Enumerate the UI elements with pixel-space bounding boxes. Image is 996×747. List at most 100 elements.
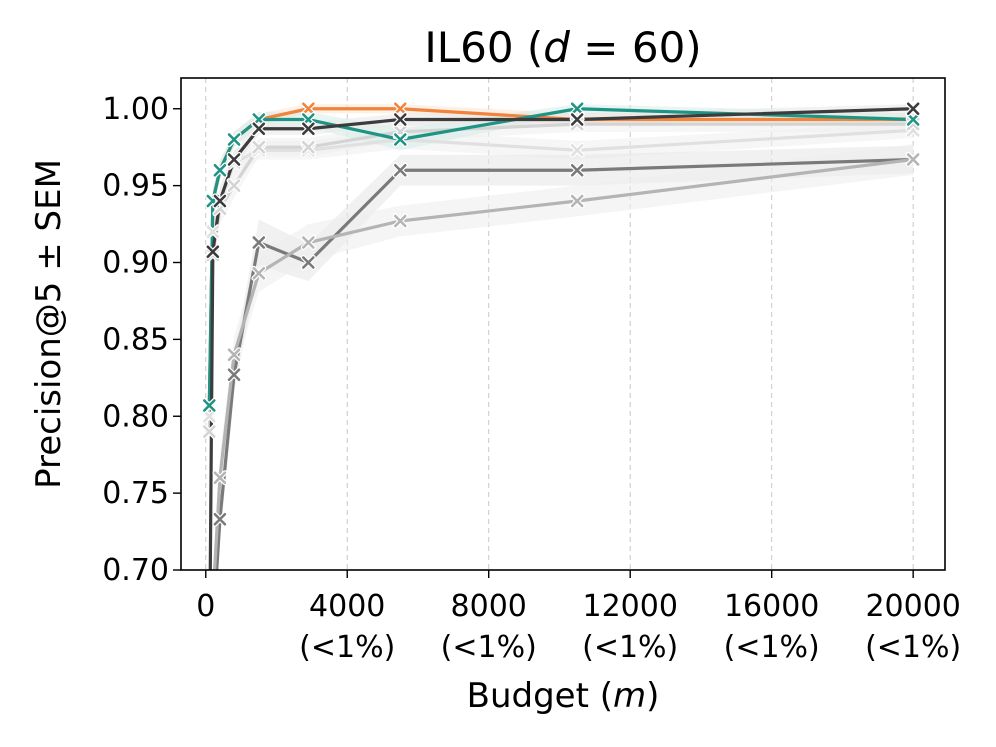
marker-cross: [393, 214, 407, 228]
marker-cross: [393, 102, 407, 116]
marker-halo: [204, 688, 214, 698]
data-point-light-gray-b: [226, 178, 242, 194]
marker-cross: [204, 719, 214, 729]
data-point-gray: [569, 162, 585, 178]
data-point-silver: [251, 265, 267, 281]
axis-ticks: 0 4000 (<1%) 8000 (<1%) 12000 (<1%) 16000 (<1%) 2…: [102, 92, 961, 665]
data-point-light-gray-a: [205, 224, 221, 240]
marker-cross: [213, 512, 227, 526]
marker-cross: [202, 409, 216, 423]
series-markers: [201, 101, 921, 729]
data-point-silver: [204, 719, 214, 729]
data-point-light-gray-b: [201, 424, 217, 440]
data-point-teal: [201, 397, 217, 413]
data-point-gray: [208, 627, 218, 637]
x-tick-sublabel: (<1%): [441, 630, 537, 665]
data-point-gray: [392, 162, 408, 178]
marker-cross: [252, 266, 266, 280]
marker-cross: [252, 236, 266, 249]
marker-cross: [302, 122, 315, 136]
data-point-silver: [300, 235, 316, 251]
data-point-dark: [205, 244, 221, 260]
marker-halo: [204, 719, 214, 729]
marker-cross: [906, 113, 920, 126]
data-point-teal: [392, 132, 408, 147]
x-tick-label: 4000: [309, 589, 385, 624]
marker-cross: [227, 179, 241, 192]
y-tick-label: 0.90: [102, 246, 169, 281]
marker-cross: [570, 102, 584, 116]
marker-cross: [208, 627, 218, 637]
x-tick-label: 16000: [724, 589, 819, 624]
data-point-orange: [392, 101, 408, 117]
x-axis-label: Budget (m): [467, 676, 660, 716]
data-point-gray: [251, 235, 267, 251]
y-tick-label: 0.80: [102, 399, 169, 434]
marker-cross: [302, 236, 315, 249]
data-point-dark: [392, 112, 408, 128]
data-point-teal: [226, 132, 242, 147]
data-point-dark: [905, 101, 921, 117]
marker-cross: [213, 163, 227, 177]
data-point-teal: [905, 112, 921, 128]
marker-cross: [570, 113, 584, 126]
marker-cross: [393, 133, 407, 146]
marker-cross: [202, 399, 216, 412]
chart-title: IL60 (d = 60): [424, 23, 701, 72]
marker-cross: [227, 133, 241, 146]
data-point-gray: [204, 719, 214, 729]
marker-cross: [213, 471, 227, 485]
data-point-gray: [300, 255, 316, 270]
data-point-dark: [569, 112, 585, 128]
marker-cross: [570, 143, 584, 157]
marker-cross: [393, 113, 407, 126]
marker-cross: [206, 245, 220, 259]
data-point-light-gray-a: [201, 408, 217, 424]
data-point-silver: [905, 151, 921, 167]
marker-cross: [213, 194, 227, 208]
x-tick-sublabel: (<1%): [865, 630, 961, 665]
marker-cross: [906, 153, 920, 166]
data-point-dark: [204, 688, 214, 698]
data-point-light-gray-a: [569, 142, 585, 158]
x-tick-sublabel: (<1%): [299, 630, 395, 665]
plot-frame: [180, 77, 946, 571]
data-point-teal: [212, 162, 228, 178]
data-point-dark: [300, 121, 316, 137]
marker-cross: [393, 163, 407, 177]
marker-cross: [206, 225, 220, 239]
marker-halo: [208, 627, 218, 637]
marker-cross: [302, 140, 315, 154]
marker-cross: [204, 688, 214, 698]
data-point-silver: [569, 193, 585, 209]
data-point-silver: [226, 347, 242, 363]
x-tick-sublabel: (<1%): [582, 630, 678, 665]
data-point-dark: [212, 193, 228, 209]
x-tick-label: 20000: [865, 589, 960, 624]
marker-cross: [570, 194, 584, 208]
marker-cross: [227, 153, 241, 166]
marker-halo: [204, 719, 214, 729]
data-point-light-gray-b: [300, 139, 316, 155]
marker-cross: [204, 719, 214, 729]
marker-cross: [302, 256, 315, 269]
y-axis-label: Precision@5 ± SEM: [29, 159, 69, 489]
marker-cross: [202, 425, 216, 438]
x-tick-label: 0: [196, 589, 215, 624]
x-tick-label: 8000: [451, 589, 527, 624]
marker-cross: [302, 102, 315, 116]
x-tick-label: 12000: [582, 589, 677, 624]
marker-cross: [906, 102, 920, 116]
data-point-teal: [569, 101, 585, 117]
data-point-light-gray-b: [251, 139, 267, 155]
y-tick-label: 0.70: [102, 553, 169, 588]
y-tick-label: 0.95: [102, 169, 169, 204]
marker-cross: [227, 348, 241, 362]
y-tick-label: 1.00: [102, 92, 169, 127]
marker-cross: [252, 122, 266, 136]
data-point-orange: [300, 101, 316, 117]
data-point-silver: [392, 213, 408, 229]
data-point-gray: [212, 511, 228, 527]
